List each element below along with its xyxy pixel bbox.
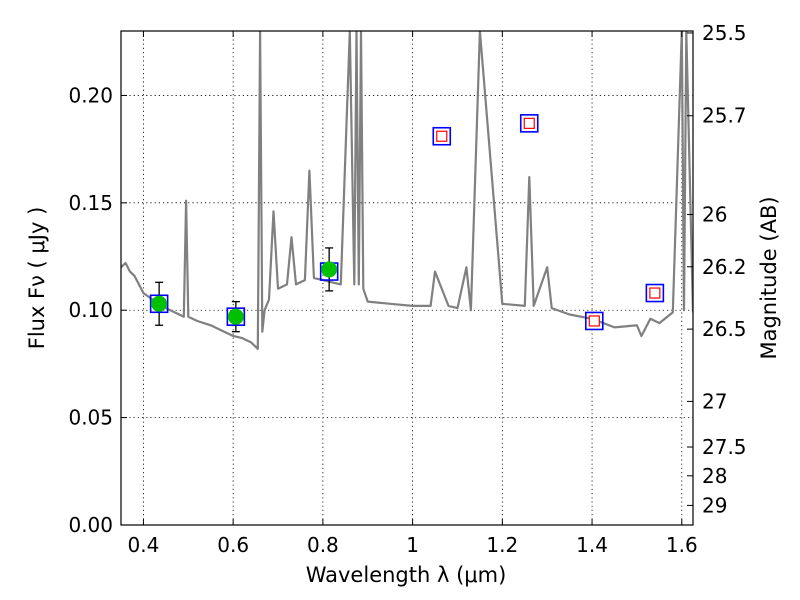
plot-area bbox=[121, 31, 693, 350]
right-tick-label: 26.2 bbox=[702, 255, 747, 279]
y-axis-label: Flux Fν ( μJy ) bbox=[25, 207, 49, 350]
observed-point bbox=[321, 261, 338, 278]
y-tick-label: 0.00 bbox=[68, 513, 113, 537]
model-point bbox=[519, 114, 539, 133]
right-tick-label: 25.5 bbox=[702, 21, 747, 45]
x-tick-label: 0.8 bbox=[307, 533, 339, 557]
right-tick-label: 29 bbox=[702, 493, 727, 517]
y-tick-label: 0.15 bbox=[68, 191, 113, 215]
model-point bbox=[645, 283, 665, 303]
x-tick-label: 1.4 bbox=[576, 533, 608, 557]
model-point bbox=[226, 307, 246, 326]
right-tick-label: 28 bbox=[702, 464, 727, 488]
x-tick-label: 0.4 bbox=[128, 533, 160, 557]
right-tick-label: 26 bbox=[702, 203, 727, 227]
right-axis-label: Magnitude (AB) bbox=[757, 196, 781, 359]
x-axis-label: Wavelength λ (μm) bbox=[306, 563, 507, 587]
y-tick-label: 0.20 bbox=[68, 83, 113, 107]
right-tick-label: 25.7 bbox=[702, 104, 747, 128]
model-point bbox=[432, 126, 452, 146]
y-tick-label: 0.10 bbox=[68, 298, 113, 322]
right-tick-label: 26.5 bbox=[702, 317, 747, 341]
nir-point bbox=[588, 315, 600, 327]
nir-point bbox=[649, 287, 661, 299]
x-tick-label: 1.6 bbox=[666, 533, 698, 557]
observed-point bbox=[151, 295, 168, 312]
nir-point bbox=[436, 130, 448, 142]
x-tick-label: 1 bbox=[406, 533, 419, 557]
y-tick-label: 0.05 bbox=[68, 406, 113, 430]
model-point bbox=[585, 311, 604, 331]
x-tick-label: 1.2 bbox=[486, 533, 518, 557]
observed-point bbox=[227, 308, 244, 325]
x-tick-label: 0.6 bbox=[217, 533, 249, 557]
spectrum-line bbox=[121, 31, 693, 350]
model-point bbox=[149, 294, 169, 314]
right-tick-label: 27.5 bbox=[702, 435, 747, 459]
axes: 0.4 0.6 0.8 1 1.2 1.4 1.6 0.00 0.05 0.10 0.15 0.20 2… bbox=[68, 21, 746, 557]
plot-frame bbox=[120, 30, 694, 526]
nir-point bbox=[523, 117, 535, 129]
right-tick-label: 27 bbox=[702, 389, 727, 413]
